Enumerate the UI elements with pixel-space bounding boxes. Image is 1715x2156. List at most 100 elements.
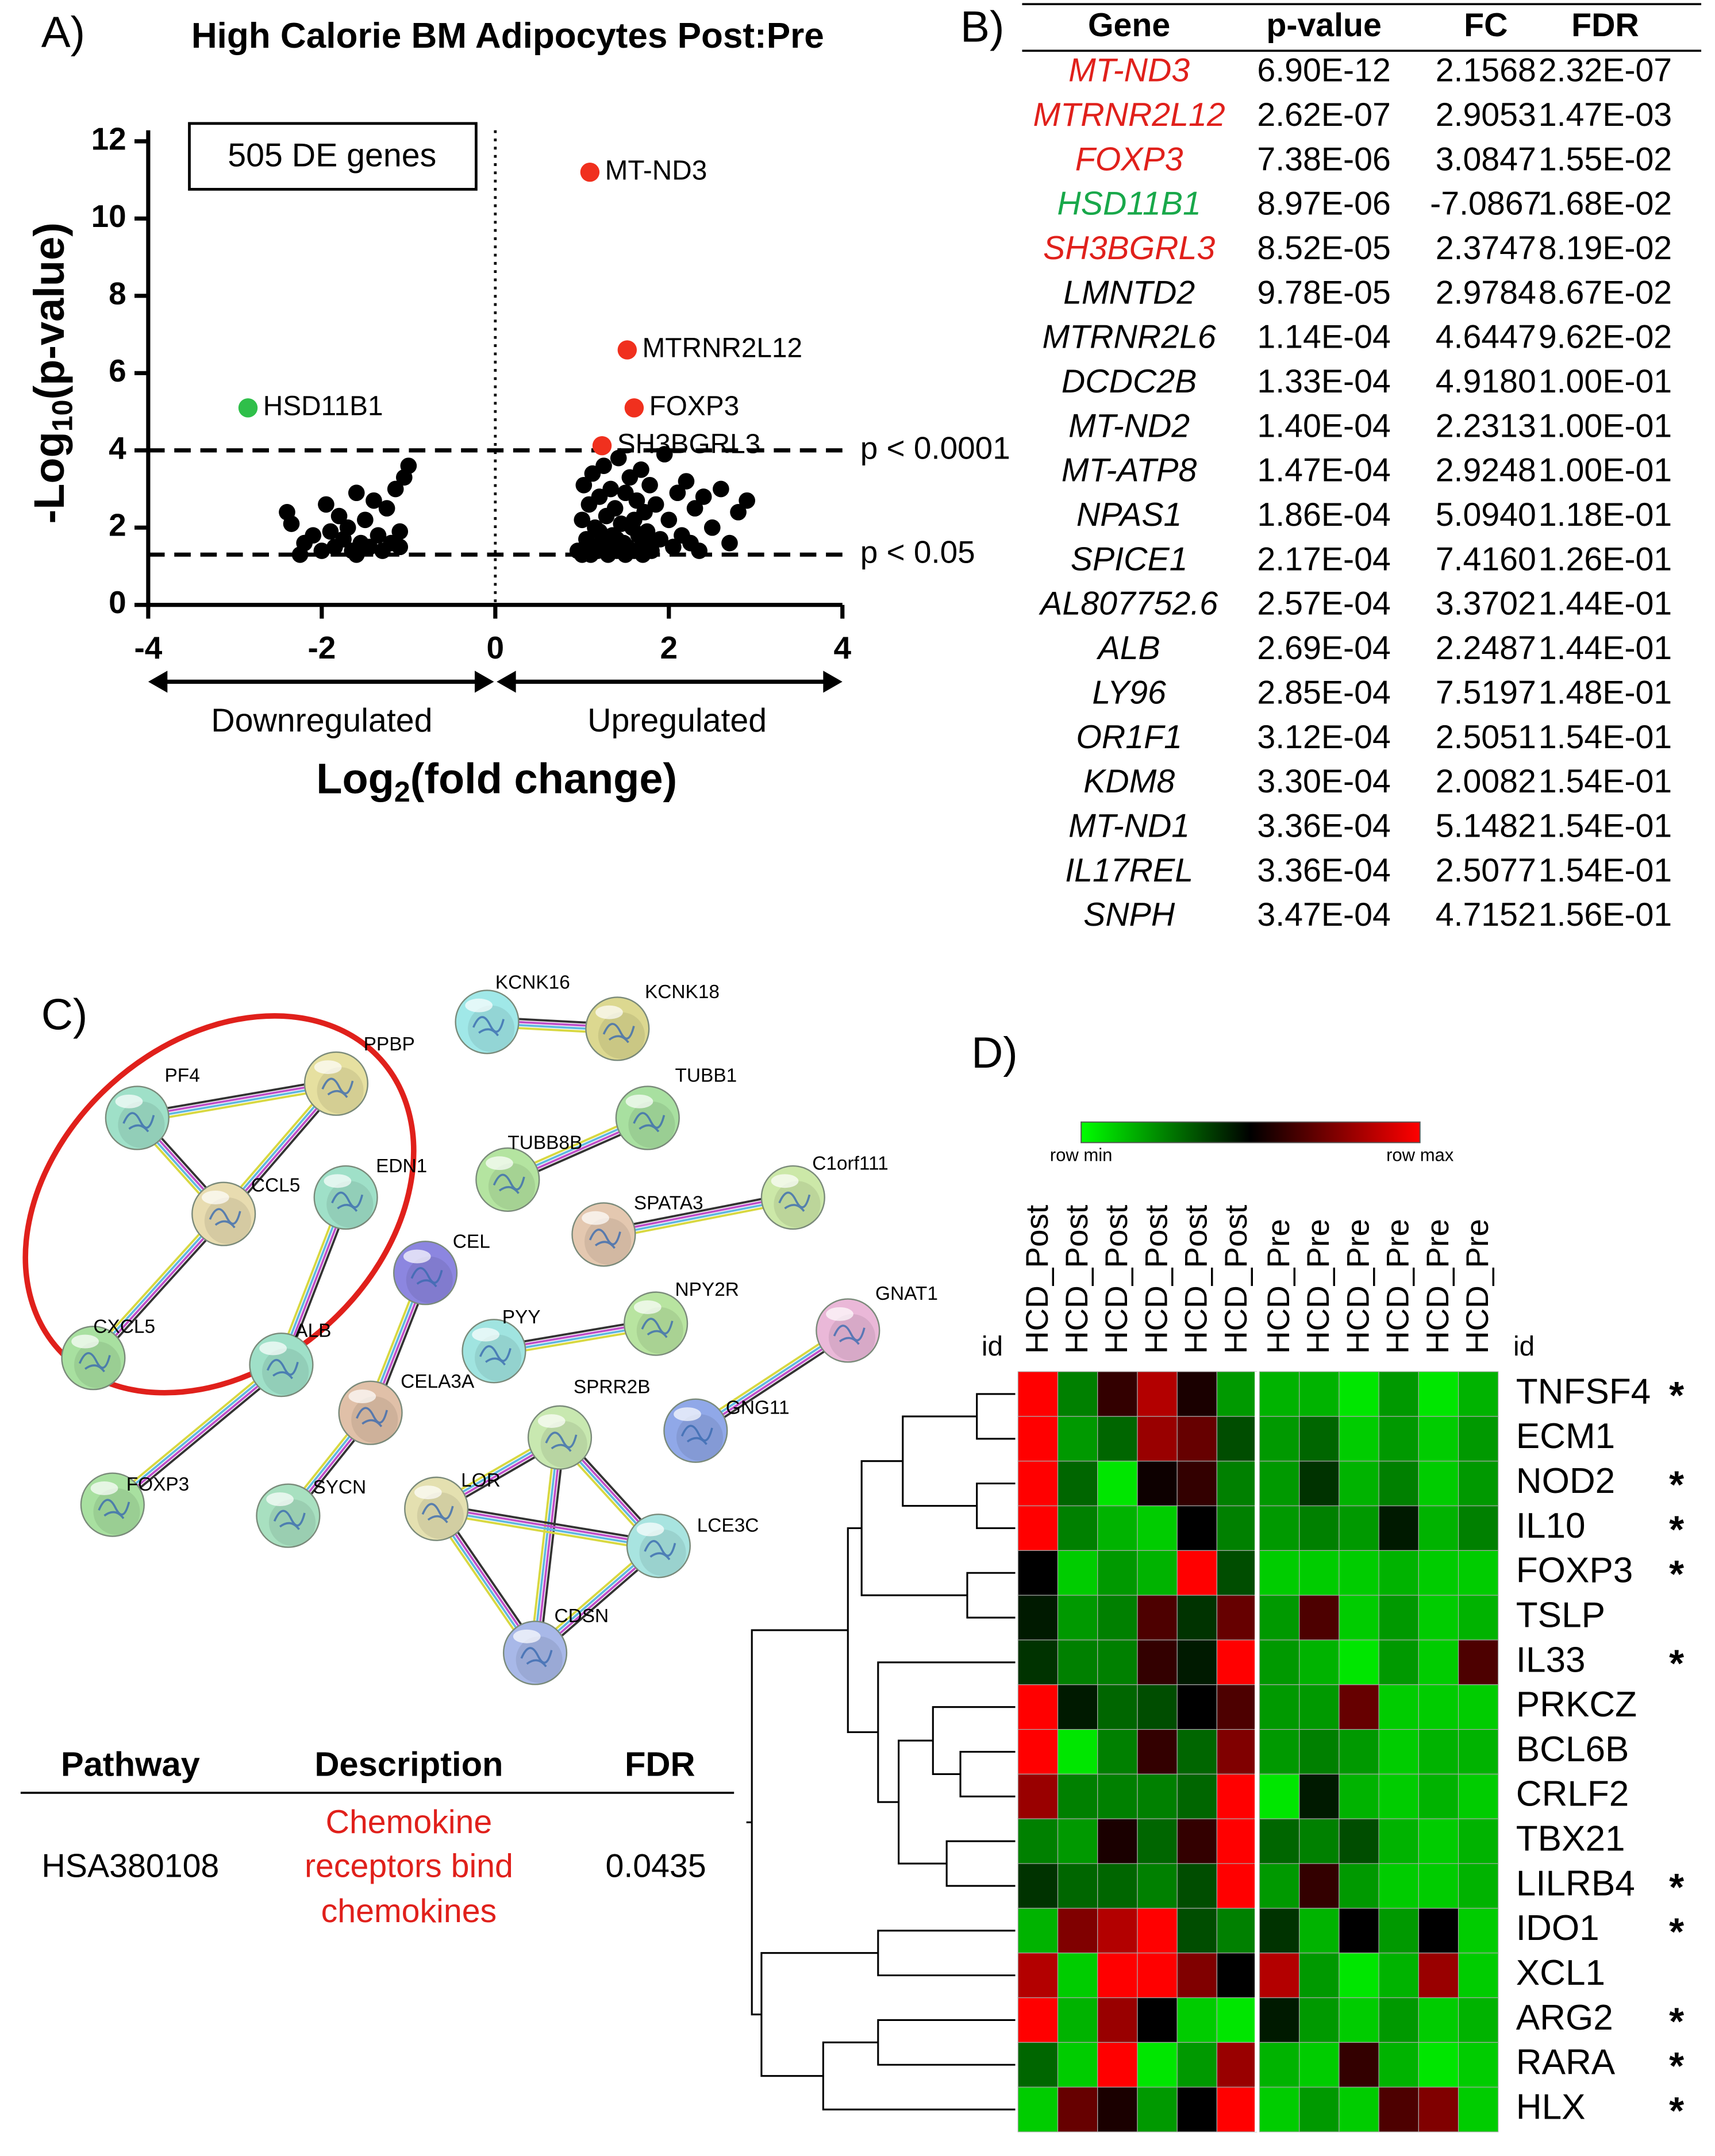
node-highlight <box>259 1341 287 1356</box>
table-cell: 9.78E-05 <box>1257 274 1390 311</box>
table-cell: 3.47E-04 <box>1257 896 1390 933</box>
node-structure <box>122 1112 155 1133</box>
node-structure <box>641 1318 674 1338</box>
column-label: HCD_Pre <box>1420 1219 1455 1354</box>
heatmap-cell <box>1017 1505 1059 1551</box>
point <box>599 546 617 563</box>
heatmap-cell <box>1137 1729 1178 1775</box>
gene-name: SPICE1 <box>1071 541 1188 578</box>
node <box>455 990 520 1054</box>
heatmap-cell <box>1097 1595 1138 1641</box>
heatmap-cell <box>1458 2086 1499 2132</box>
row-note: * <box>1669 1508 1684 1551</box>
heatmap-cell <box>1216 1908 1258 1954</box>
heatmap-cell <box>1339 1550 1379 1596</box>
x-label-sub: 2 <box>394 776 410 808</box>
panel-label: B) <box>960 3 1004 52</box>
edge-strand <box>137 1084 337 1121</box>
heatmap-cell <box>1458 1773 1499 1819</box>
heatmap-cell <box>1299 1953 1340 1999</box>
heatmap-cell <box>1339 1461 1379 1507</box>
heatmap-cell <box>1097 1639 1138 1685</box>
heatmap-cell <box>1216 1461 1258 1507</box>
heatmap-cell <box>1259 2086 1300 2132</box>
heatmap-cell <box>1458 1953 1499 1999</box>
node-structure <box>493 1173 525 1194</box>
heatmap-cell <box>1057 1863 1098 1909</box>
table-cell: 7.4160 <box>1436 541 1536 578</box>
node-label: LOR <box>461 1470 501 1491</box>
table-cell: 8.52E-05 <box>1257 230 1390 267</box>
row-label: RARA <box>1516 2043 1616 2082</box>
heatmap-cell <box>1137 1818 1178 1864</box>
node-highlight <box>595 1005 623 1019</box>
heatmap-cell <box>1176 1505 1218 1551</box>
point <box>713 480 729 498</box>
y-label-part: (p-value) <box>25 222 72 399</box>
heatmap-cell <box>1017 1461 1059 1507</box>
heatmap-cell <box>1339 1505 1379 1551</box>
row-label: ARG2 <box>1516 1998 1613 2038</box>
node-label: SPATA3 <box>634 1193 703 1214</box>
point-label: FOXP3 <box>649 391 740 421</box>
point <box>647 496 664 513</box>
node-highlight <box>674 1407 701 1422</box>
heatmap-cell <box>1176 1639 1218 1685</box>
node <box>663 1398 728 1463</box>
table-header: Gene <box>1088 7 1170 44</box>
node-highlight <box>472 1327 499 1342</box>
heatmap-cell <box>1418 2042 1459 2088</box>
point <box>721 534 738 552</box>
heatmap-cell <box>1057 1684 1098 1730</box>
id-label: id <box>982 1331 1003 1362</box>
node-highlight <box>771 1174 799 1188</box>
node-structure <box>209 1208 241 1229</box>
table-cell: 2.1568 <box>1436 52 1536 89</box>
table-cell: 1.54E-01 <box>1539 719 1672 756</box>
heatmap-cell <box>1458 1371 1499 1417</box>
heatmap-cell <box>1418 1371 1459 1417</box>
heatmap-cell <box>1137 1416 1178 1462</box>
table-cell: 2.9053 <box>1436 97 1536 133</box>
panel-label: C) <box>41 990 88 1039</box>
node <box>256 1483 321 1548</box>
heatmap-cell <box>1137 1863 1178 1909</box>
heatmap-cell <box>1378 1371 1419 1417</box>
y-label-sub: 10 <box>47 399 79 432</box>
heatmap-cell <box>1299 1550 1340 1596</box>
row-label: TBX21 <box>1516 1819 1625 1859</box>
heatmap-cell <box>1097 1461 1138 1507</box>
heatmap-cell <box>1137 1684 1178 1730</box>
node-structure <box>410 1267 443 1288</box>
edge-strand <box>95 1216 228 1362</box>
heatmap-cell <box>1259 1684 1300 1730</box>
table-cell: 1.54E-01 <box>1539 852 1672 889</box>
node-structure <box>833 1325 866 1345</box>
node-highlight <box>625 1094 653 1108</box>
heatmap-cell <box>1216 1639 1258 1685</box>
table-cell: 1.56E-01 <box>1539 896 1672 933</box>
row-label: NOD2 <box>1516 1461 1615 1501</box>
heatmap-cell <box>1017 1908 1059 1954</box>
x-tick-label: -4 <box>134 630 162 665</box>
node-highlight <box>465 998 493 1012</box>
row-label: CRLF2 <box>1516 1774 1629 1814</box>
heatmap-cell <box>1017 1729 1059 1775</box>
heatmap-cell <box>1418 1416 1459 1462</box>
table-cell: 2.85E-04 <box>1257 674 1390 711</box>
node-structure <box>356 1407 388 1427</box>
node-label: LCE3C <box>697 1515 759 1537</box>
threshold-label: p < 0.05 <box>860 534 975 570</box>
table-cell: 1.14E-04 <box>1257 319 1390 356</box>
table-cell: 2.9784 <box>1436 274 1536 311</box>
heatmap-cell <box>1299 1773 1340 1819</box>
highlight-point <box>238 398 258 418</box>
heatmap-cell <box>1259 1729 1300 1775</box>
heatmap-cell <box>1339 1639 1379 1685</box>
colorbar <box>1080 1121 1421 1144</box>
point <box>400 457 417 474</box>
heatmap-cell <box>1418 1863 1459 1909</box>
row-label: FOXP3 <box>1516 1551 1633 1591</box>
threshold-label: p < 0.0001 <box>860 430 1010 465</box>
heatmap-cell <box>1017 1416 1059 1462</box>
